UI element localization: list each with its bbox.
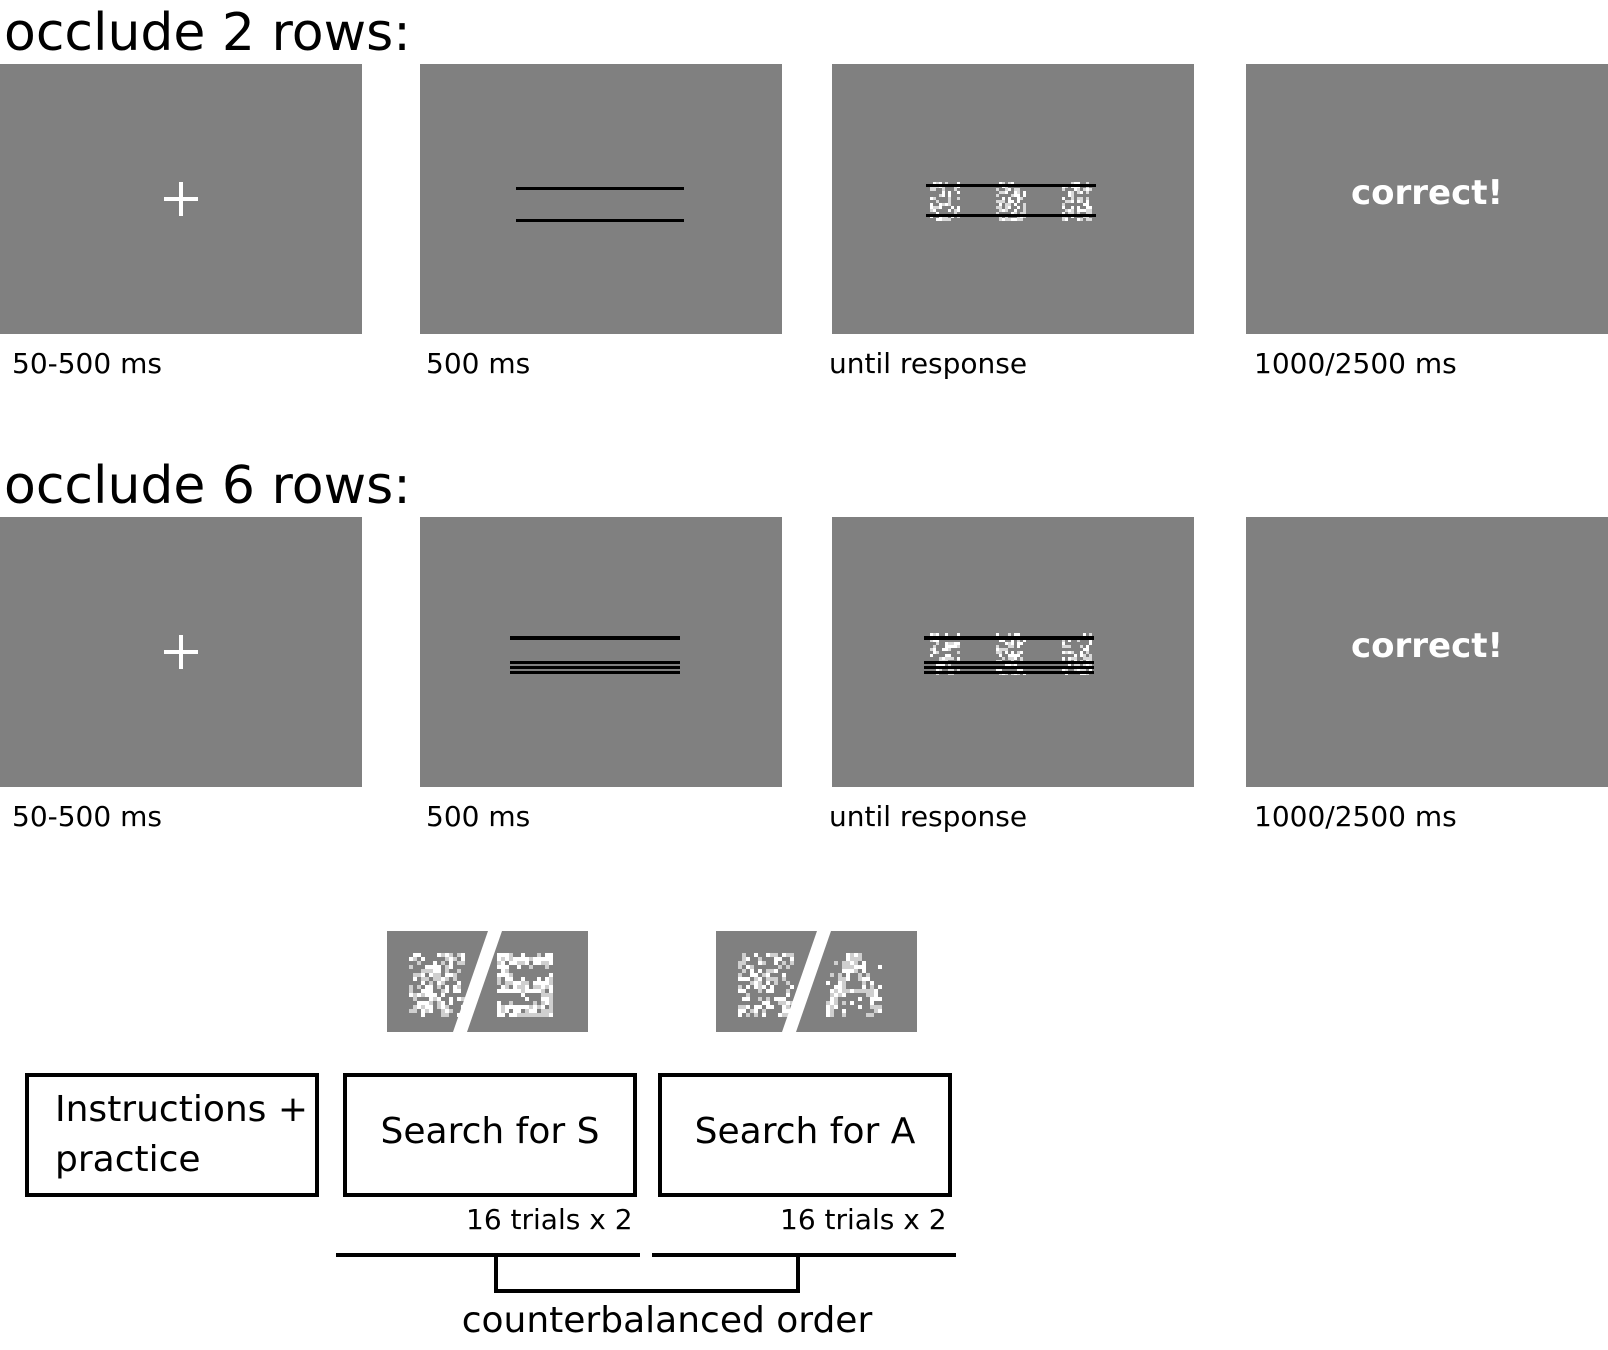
frame-caption: 50-500 ms xyxy=(12,800,162,833)
bracket-right-arm xyxy=(796,1253,800,1293)
divider-slash xyxy=(453,931,502,1032)
bracket-label: counterbalanced order xyxy=(461,1300,873,1341)
search-frame xyxy=(832,517,1194,787)
occluder-line xyxy=(924,666,1094,669)
block-box xyxy=(343,1073,637,1197)
divider-slash xyxy=(782,931,831,1032)
block-trials: 16 trials x 2 xyxy=(466,1203,633,1236)
feedback-text: correct! xyxy=(1350,626,1504,666)
frame-caption: 500 ms xyxy=(426,800,531,833)
occluder-line xyxy=(510,636,680,640)
search-frame xyxy=(832,64,1194,334)
fixation-frame xyxy=(0,64,362,334)
frame-caption: 50-500 ms xyxy=(12,347,162,380)
occluder-line xyxy=(516,219,684,222)
occluder-line xyxy=(510,661,680,664)
fixation-frame xyxy=(0,517,362,787)
occluder-line xyxy=(510,671,680,674)
condition-title: occlude 6 rows: xyxy=(4,456,411,516)
frame-caption: until response xyxy=(829,347,1028,380)
fixation-cross-icon xyxy=(164,182,198,216)
block-underline xyxy=(336,1253,640,1257)
bracket-left-arm xyxy=(494,1253,498,1293)
occluder-line xyxy=(516,187,684,190)
feedback-frame: correct! xyxy=(1246,64,1608,334)
occluder-line xyxy=(510,666,680,669)
block-label: Search for A xyxy=(694,1111,916,1152)
block-underline xyxy=(652,1253,956,1257)
feedback-text: correct! xyxy=(1350,173,1504,213)
occluder-line xyxy=(924,636,1094,640)
instructions-box xyxy=(25,1073,319,1197)
occluder-line xyxy=(924,661,1094,664)
occluder-line xyxy=(926,184,1096,187)
block-label: Search for S xyxy=(380,1111,600,1152)
block-trials: 16 trials x 2 xyxy=(780,1203,947,1236)
block-box xyxy=(658,1073,952,1197)
feedback-frame: correct! xyxy=(1246,517,1608,787)
stimulus-pair-thumbnail xyxy=(387,931,588,1032)
occluder-frame xyxy=(420,64,782,334)
instructions-line: Instructions + xyxy=(55,1089,309,1130)
frame-caption: 500 ms xyxy=(426,347,531,380)
occluder-frame xyxy=(420,517,782,787)
frame-caption: 1000/2500 ms xyxy=(1254,800,1457,833)
noise-letter-patch xyxy=(930,633,960,675)
bracket-base xyxy=(494,1289,800,1293)
frame-caption: 1000/2500 ms xyxy=(1254,347,1457,380)
occluder-line xyxy=(924,671,1094,674)
condition-title: occlude 2 rows: xyxy=(4,3,411,63)
fixation-cross-icon xyxy=(164,635,198,669)
frame-caption: until response xyxy=(829,800,1028,833)
stimulus-pair-thumbnail xyxy=(716,931,917,1032)
instructions-label: Instructions + practice xyxy=(55,1085,308,1186)
instructions-line: practice xyxy=(55,1139,201,1181)
occluder-line xyxy=(926,214,1096,217)
